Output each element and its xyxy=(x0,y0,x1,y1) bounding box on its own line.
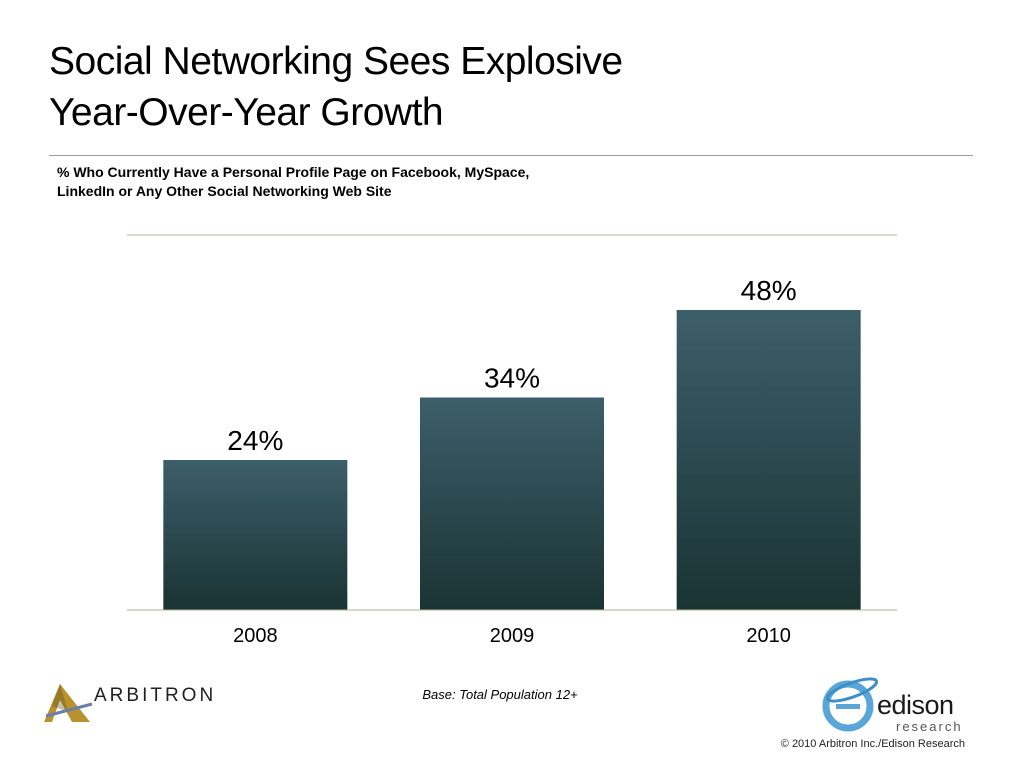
data-label-2009: 34% xyxy=(484,363,540,394)
data-label-2010: 48% xyxy=(741,275,797,306)
arbitron-triangle-icon xyxy=(44,684,93,722)
data-label-2008: 24% xyxy=(227,425,283,456)
subtitle-line-2: LinkedIn or Any Other Social Networking … xyxy=(57,183,392,199)
copyright-notice: © 2010 Arbitron Inc./Edison Research xyxy=(780,738,965,750)
chart-subtitle: % Who Currently Have a Personal Profile … xyxy=(57,163,677,201)
title-line-2: Year-Over-Year Growth xyxy=(49,91,444,134)
edison-research-logo: edison research xyxy=(822,672,972,734)
base-footnote: Base: Total Population 12+ xyxy=(422,687,578,702)
title-divider xyxy=(49,155,973,156)
title-line-1: Social Networking Sees Explosive xyxy=(49,40,623,83)
arbitron-wordmark: ARBITRON xyxy=(94,685,217,706)
x-tick-label-2009: 2009 xyxy=(490,625,535,647)
subtitle-line-1: % Who Currently Have a Personal Profile … xyxy=(57,164,530,180)
edison-globe-icon xyxy=(822,677,879,732)
slide-title: Social Networking Sees Explosive Year-Ov… xyxy=(49,36,949,138)
bar-2008 xyxy=(163,460,348,610)
edison-subtext: research xyxy=(896,719,963,734)
bar-2009 xyxy=(420,397,604,610)
x-tick-label-2010: 2010 xyxy=(746,625,791,647)
bar-2010 xyxy=(676,310,861,610)
edison-wordmark: edison xyxy=(877,690,954,720)
x-tick-label-2008: 2008 xyxy=(233,625,278,647)
arbitron-logo: ARBITRON xyxy=(42,682,227,724)
